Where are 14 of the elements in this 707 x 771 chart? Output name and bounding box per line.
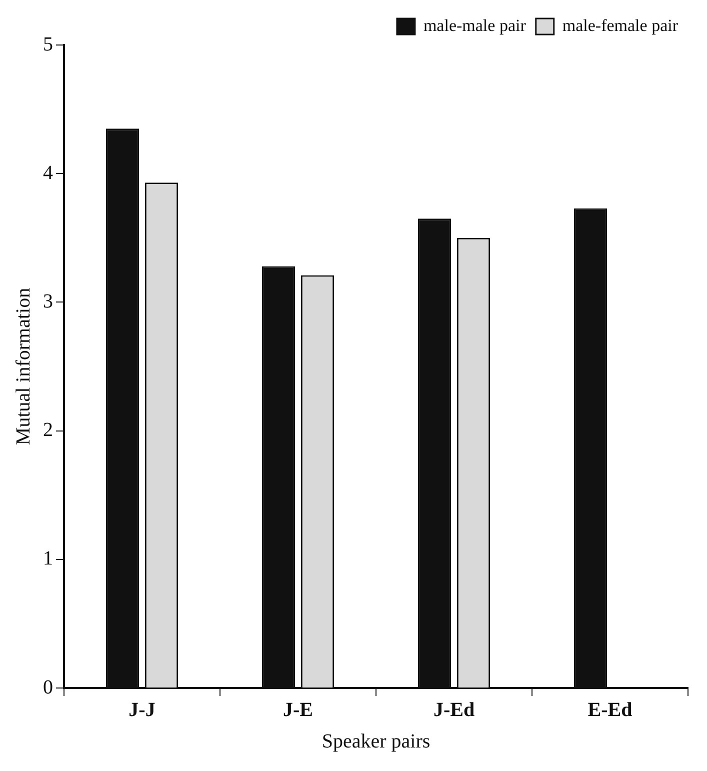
y-axis-title: Mutual information [12, 288, 34, 446]
x-tick-label: J-J [128, 699, 156, 722]
legend-label: male-female pair [562, 16, 678, 35]
x-tick-label: J-Ed [433, 699, 475, 722]
x-tick-label: E-Ed [588, 699, 632, 722]
y-tick-label: 1 [43, 548, 53, 570]
y-tick-label: 5 [43, 33, 53, 56]
legend-label: male-male pair [423, 16, 526, 35]
y-tick-label: 4 [43, 162, 53, 184]
x-tick-label: J-E [283, 699, 313, 722]
y-tick-label: 3 [43, 290, 53, 312]
y-tick-label: 2 [43, 419, 53, 442]
y-tick-label: 0 [43, 676, 53, 698]
x-axis-title: Speaker pairs [322, 730, 430, 752]
